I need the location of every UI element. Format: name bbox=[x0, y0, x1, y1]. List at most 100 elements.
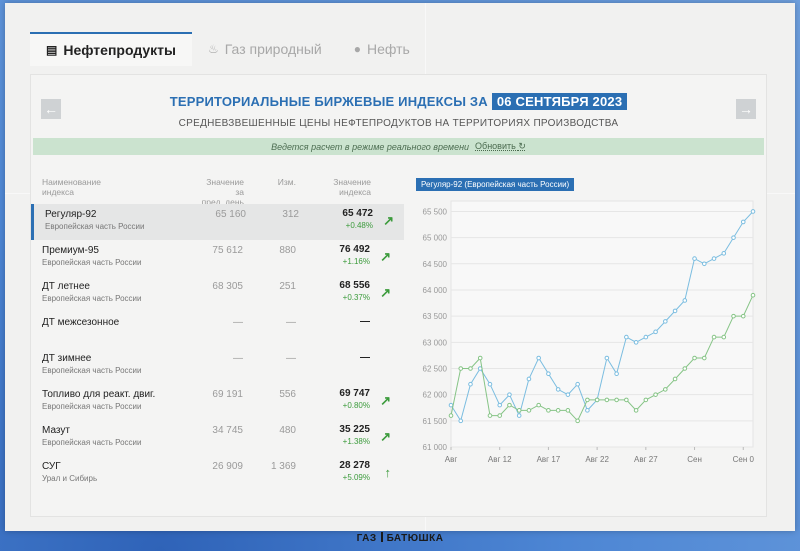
data-point bbox=[731, 235, 736, 240]
y-tick-label: 64 500 bbox=[423, 260, 448, 269]
header-prev-line2: пред. день bbox=[201, 197, 244, 207]
row-percent: +0.37% bbox=[342, 293, 370, 302]
footer-logo-left: ГАЗ bbox=[356, 533, 377, 544]
data-point bbox=[516, 408, 522, 413]
page-subtitle: СРЕДНЕВЗВЕШЕННЫЕ ЦЕНЫ НЕФТЕПРОДУКТОВ НА … bbox=[178, 118, 619, 129]
data-point bbox=[468, 366, 473, 371]
y-tick-label: 64 000 bbox=[423, 286, 448, 295]
tab-label: Нефтепродукты bbox=[63, 42, 176, 58]
data-point bbox=[507, 392, 512, 397]
row-percent: +5.09% bbox=[342, 473, 370, 482]
header-change: Изм. bbox=[277, 177, 296, 187]
data-point bbox=[546, 408, 551, 413]
data-point bbox=[643, 397, 649, 403]
table-row[interactable]: СУГ Урал и Сибирь 26 909 1 369 28 278 +5.09% ↑ bbox=[31, 456, 401, 492]
x-tick-label: Авг 12 bbox=[488, 455, 512, 464]
y-tick-label: 63 000 bbox=[423, 338, 448, 347]
row-region: Европейская часть России bbox=[42, 294, 142, 303]
row-name: Регуляр-92 bbox=[45, 209, 97, 220]
data-point bbox=[565, 392, 571, 397]
notice-text: Ведется расчет в режиме реального времен… bbox=[271, 141, 470, 152]
data-point bbox=[448, 402, 454, 408]
row-name: ДТ межсезонное bbox=[42, 317, 120, 328]
row-change: 1 369 bbox=[270, 461, 296, 472]
tab-petroleum-products[interactable]: ▤ Нефтепродукты bbox=[30, 32, 192, 66]
refresh-label: Обновить bbox=[475, 141, 516, 151]
x-tick-label: Авг bbox=[445, 455, 458, 464]
data-point bbox=[721, 251, 727, 256]
data-point bbox=[633, 340, 639, 345]
tab-bar: ▤ Нефтепродукты ♨ Газ природный ● Нефть bbox=[30, 32, 426, 66]
header-value-line2: индекса bbox=[339, 187, 371, 197]
y-tick-label: 62 500 bbox=[423, 364, 448, 373]
data-point bbox=[663, 319, 668, 324]
data-point bbox=[594, 397, 600, 403]
data-point bbox=[526, 408, 532, 413]
data-point bbox=[682, 366, 688, 371]
table-row[interactable]: Регуляр-92 Европейская часть России 65 160… bbox=[31, 204, 404, 240]
row-percent: +0.80% bbox=[342, 401, 370, 410]
y-tick-label: 65 000 bbox=[423, 234, 448, 243]
x-tick-label: Авг 27 bbox=[634, 455, 658, 464]
trend-arrow-icon: ↗ bbox=[380, 249, 391, 264]
data-point bbox=[575, 418, 580, 424]
data-point bbox=[624, 334, 629, 340]
panel-heading: ТЕРРИТОРИАЛЬНЫЕ БИРЖЕВЫЕ ИНДЕКСЫ ЗА 06 СЕ… bbox=[31, 93, 766, 129]
document-icon: ▤ bbox=[46, 43, 58, 57]
prev-date-button[interactable]: ← bbox=[41, 99, 61, 119]
trend-arrow-icon: ↗ bbox=[380, 285, 391, 300]
table-row[interactable]: Премиум-95 Европейская часть России 75 612… bbox=[31, 240, 401, 276]
data-point bbox=[497, 402, 503, 408]
price-chart: 61 000 61 500 62 000 62 500 63 000 63 500 64 0… bbox=[423, 200, 756, 464]
row-percent: +0.48% bbox=[345, 221, 373, 230]
table-row[interactable]: ДТ зимнее Европейская часть России — — — bbox=[31, 348, 401, 384]
footer-logo: ГАЗ БАТЮШКА bbox=[0, 532, 800, 544]
data-point bbox=[526, 376, 532, 382]
x-tick-label: Авг 22 bbox=[585, 455, 609, 464]
refresh-link[interactable]: Обновить ↻ bbox=[475, 141, 526, 152]
row-region: Европейская часть России bbox=[42, 366, 142, 375]
refresh-icon: ↻ bbox=[518, 141, 526, 151]
header-value: Значение индекса bbox=[326, 177, 371, 197]
data-point bbox=[565, 408, 571, 413]
table-row[interactable]: ДТ летнее Европейская часть России 68 305 2… bbox=[31, 276, 401, 312]
arrow-left-icon: ← bbox=[44, 101, 58, 117]
realtime-notice: Ведется расчет в режиме реального времен… bbox=[33, 138, 764, 155]
data-point bbox=[663, 387, 668, 392]
tab-label: Нефть bbox=[366, 41, 410, 57]
data-point bbox=[458, 366, 464, 371]
data-point bbox=[585, 397, 590, 403]
logo-divider bbox=[380, 532, 383, 542]
data-point bbox=[575, 381, 580, 387]
footer-logo-right: БАТЮШКА bbox=[386, 533, 444, 544]
data-point bbox=[731, 313, 736, 319]
data-point bbox=[546, 371, 551, 377]
row-index-value: — bbox=[360, 352, 370, 363]
date-badge[interactable]: 06 СЕНТЯБРЯ 2023 bbox=[491, 93, 628, 110]
data-point bbox=[448, 413, 454, 418]
data-point bbox=[701, 261, 707, 267]
row-region: Европейская часть России bbox=[45, 222, 145, 231]
flame-icon: ♨ bbox=[208, 42, 219, 56]
trend-arrow-icon: ↗ bbox=[380, 429, 391, 444]
row-percent: +1.16% bbox=[342, 257, 370, 266]
tab-oil[interactable]: ● Нефть bbox=[338, 32, 426, 66]
y-tick-label: 65 500 bbox=[423, 207, 448, 216]
row-name: Топливо для реакт. двиг. bbox=[42, 389, 156, 400]
next-date-button[interactable]: → bbox=[736, 99, 756, 119]
row-index-value: 68 556 bbox=[339, 280, 370, 291]
data-point bbox=[672, 376, 678, 382]
table-row[interactable]: Топливо для реакт. двиг. Европейская част… bbox=[31, 384, 401, 420]
row-change: 251 bbox=[279, 281, 296, 292]
data-point bbox=[701, 355, 707, 361]
tab-natural-gas[interactable]: ♨ Газ природный bbox=[192, 32, 338, 66]
header-value-line1: Значение bbox=[333, 177, 371, 187]
data-point bbox=[536, 402, 541, 408]
data-point bbox=[555, 408, 561, 413]
row-change: 480 bbox=[279, 425, 296, 436]
data-point bbox=[653, 329, 658, 335]
chart-title: Регуляр-92 (Европейская часть России) bbox=[416, 178, 575, 191]
table-row[interactable]: Мазут Европейская часть России 34 745 480 35… bbox=[31, 420, 401, 456]
table-row[interactable]: ДТ межсезонное — — — bbox=[31, 312, 401, 348]
tab-label: Газ природный bbox=[224, 41, 322, 57]
